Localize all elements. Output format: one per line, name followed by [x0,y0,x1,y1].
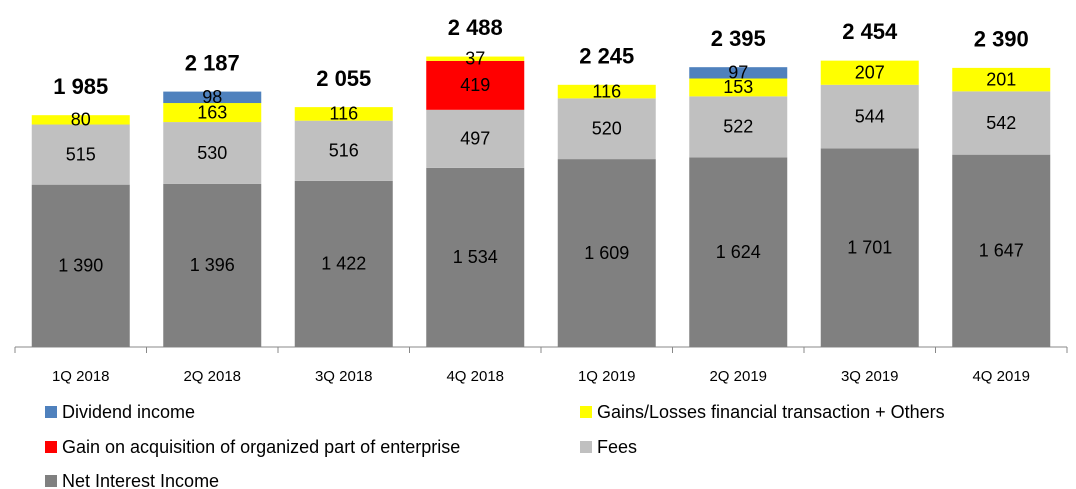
total-label: 2 395 [711,26,766,51]
bar-segment [689,67,788,79]
data-label: 1 396 [190,255,235,275]
data-label: 207 [855,62,885,82]
x-tick-label: 4Q 2018 [446,368,504,385]
bar-segment [557,159,656,347]
bar-segment [426,109,525,168]
data-label: 97 [728,63,748,83]
bar-segment [426,56,525,61]
data-label: 201 [986,69,1016,89]
x-tick-label: 1Q 2018 [52,368,110,385]
data-label: 1 534 [453,247,498,267]
data-label: 1 422 [321,254,366,274]
x-tick-label: 1Q 2019 [578,368,636,385]
bar-segment [952,91,1051,155]
legend-swatch [45,441,57,453]
data-label: 515 [66,144,96,164]
data-label: 153 [723,77,753,97]
bar-segment [163,91,262,104]
legend-label: Gain on acquisition of organized part of… [62,437,460,457]
legend-label: Net Interest Income [62,471,219,489]
bar-segment [31,115,130,125]
data-label: 1 624 [716,242,761,262]
data-label: 497 [460,129,490,149]
legend-label: Gains/Losses financial transaction + Oth… [597,402,945,422]
data-label: 80 [71,110,91,130]
total-label: 2 245 [579,44,634,69]
data-label: 419 [460,75,490,95]
data-label: 1 390 [58,256,103,276]
data-label: 1 609 [584,243,629,263]
bar-segment [31,184,130,347]
data-label: 163 [197,102,227,122]
bar-segment [689,78,788,97]
data-label: 530 [197,143,227,163]
bar-segment [426,167,525,347]
legend-swatch [45,406,57,418]
data-label: 520 [592,118,622,138]
x-tick-label: 2Q 2019 [709,368,767,385]
bar-segment [557,84,656,99]
x-tick-label: 3Q 2019 [841,368,899,385]
total-label: 2 488 [448,15,503,40]
bar-segment [294,180,393,347]
total-label: 2 454 [842,19,898,44]
bar-segment [689,157,788,347]
bar-segment [820,60,919,85]
bar-segment [294,120,393,181]
data-label: 544 [855,106,885,126]
bar-segment [163,183,262,347]
bar-segment [31,124,130,185]
data-label: 116 [592,81,621,101]
total-label: 2 187 [185,50,240,75]
bar-segment [952,154,1051,347]
x-tick-label: 3Q 2018 [315,368,373,385]
data-label: 1 647 [979,241,1024,261]
bar-segment [820,148,919,347]
data-label: 37 [465,48,485,68]
bar-segment [689,96,788,158]
legend-label: Dividend income [62,402,195,422]
data-label: 522 [723,117,753,137]
legend-swatch [580,406,592,418]
bar-segment [820,84,919,149]
data-label: 516 [329,141,359,161]
data-label: 116 [329,104,358,124]
total-label: 1 985 [53,74,108,99]
bar-segment [163,103,262,123]
bar-segment [294,107,393,121]
bar-segment [557,98,656,160]
legend-label: Fees [597,437,637,457]
legend-swatch [45,475,57,487]
total-label: 2 390 [974,27,1029,52]
x-tick-label: 4Q 2019 [972,368,1030,385]
bar-segment [952,67,1051,92]
x-tick-label: 2Q 2018 [183,368,241,385]
bar-segment [426,60,525,110]
legend-swatch [580,441,592,453]
total-label: 2 055 [316,66,371,91]
data-label: 542 [986,113,1016,133]
bar-segment [163,122,262,184]
data-label: 1 701 [847,237,892,257]
data-label: 98 [202,87,222,107]
